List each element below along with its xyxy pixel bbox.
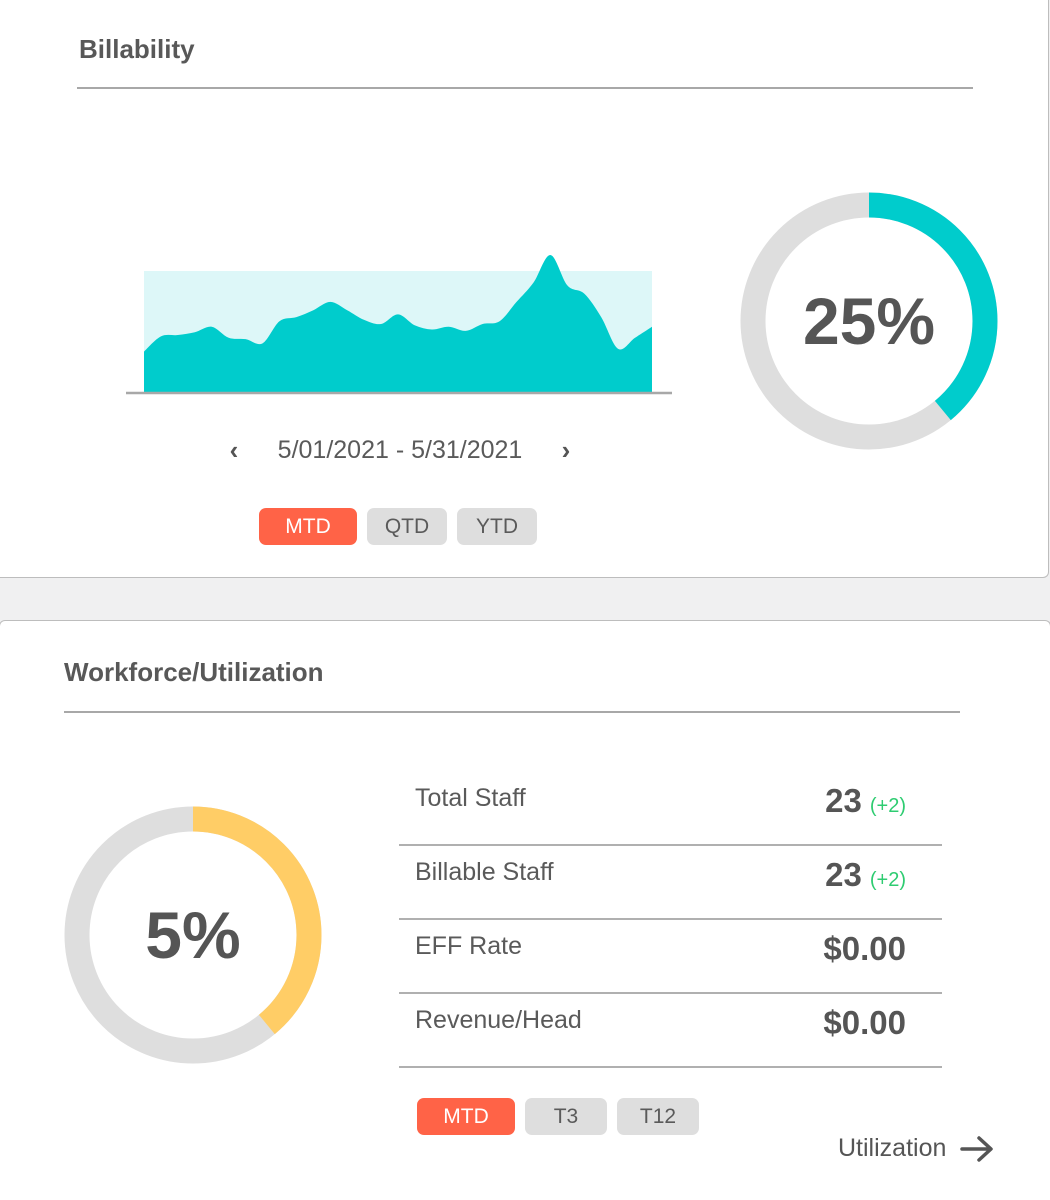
stat-label: Revenue/Head bbox=[415, 1006, 582, 1034]
billability-percent: 25% bbox=[802, 284, 936, 358]
stat-number: $0.00 bbox=[823, 1004, 906, 1041]
period-mtd-button[interactable]: MTD bbox=[417, 1098, 515, 1135]
donut-progress bbox=[64, 806, 322, 1064]
billability-area-chart bbox=[126, 254, 672, 395]
stat-row-total-staff: Total Staff 23 (+2) bbox=[399, 772, 942, 846]
stat-row-billable-staff: Billable Staff 23 (+2) bbox=[399, 846, 942, 920]
utilization-link-label: Utilization bbox=[838, 1134, 947, 1162]
arrow-right-icon bbox=[960, 1135, 994, 1162]
period-ytd-button[interactable]: YTD bbox=[457, 508, 537, 545]
stat-number: 23 bbox=[825, 782, 862, 819]
billability-title: Billability bbox=[79, 34, 195, 64]
stat-value: 23 (+2) bbox=[825, 856, 906, 894]
workforce-title: Workforce/Utilization bbox=[64, 657, 324, 687]
period-t12-button[interactable]: T12 bbox=[617, 1098, 699, 1135]
period-qtd-button[interactable]: QTD bbox=[367, 508, 447, 545]
billability-donut: 25% bbox=[740, 192, 998, 450]
billability-area bbox=[144, 254, 652, 393]
billability-divider bbox=[77, 87, 973, 89]
stat-row-revenue-head: Revenue/Head $0.00 bbox=[399, 994, 942, 1068]
chevron-right-icon[interactable]: › bbox=[561, 435, 571, 465]
stat-row-eff-rate: EFF Rate $0.00 bbox=[399, 920, 942, 994]
period-t3-button[interactable]: T3 bbox=[525, 1098, 607, 1135]
stat-delta: (+2) bbox=[869, 869, 906, 891]
utilization-donut: 5% bbox=[64, 806, 322, 1064]
stat-number: 23 bbox=[825, 856, 862, 893]
workforce-stats: Total Staff 23 (+2) Billable Staff 23 (+… bbox=[399, 772, 942, 1068]
chevron-left-icon[interactable]: ‹ bbox=[229, 435, 239, 465]
date-navigator: ‹ 5/01/2021 - 5/31/2021 › bbox=[220, 432, 580, 468]
stat-value: $0.00 bbox=[823, 930, 906, 968]
stat-value: $0.00 bbox=[823, 1004, 906, 1042]
stat-value: 23 (+2) bbox=[825, 782, 906, 820]
stat-label: EFF Rate bbox=[415, 932, 522, 960]
utilization-link[interactable]: Utilization bbox=[838, 1134, 994, 1163]
stat-delta: (+2) bbox=[869, 795, 906, 817]
billability-period-selector: MTD QTD YTD bbox=[259, 508, 537, 545]
stat-label: Billable Staff bbox=[415, 858, 554, 886]
donut-progress bbox=[740, 192, 998, 450]
utilization-percent: 5% bbox=[145, 898, 241, 972]
stat-number: $0.00 bbox=[823, 930, 906, 967]
stat-label: Total Staff bbox=[415, 784, 526, 812]
period-mtd-button[interactable]: MTD bbox=[259, 508, 357, 545]
workforce-period-selector: MTD T3 T12 bbox=[417, 1098, 699, 1135]
date-range: 5/01/2021 - 5/31/2021 bbox=[277, 435, 523, 464]
workforce-divider bbox=[64, 711, 960, 713]
